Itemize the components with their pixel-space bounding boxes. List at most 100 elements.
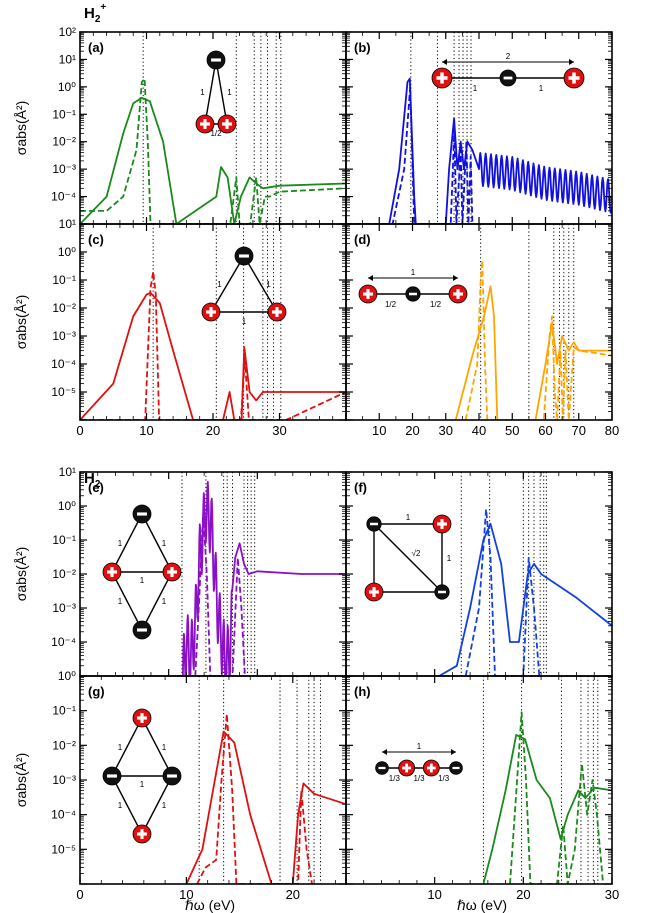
series-dashed-d (464, 259, 612, 420)
series-dashed-g (196, 713, 313, 884)
panel-frame-f (345, 471, 613, 677)
edge-label: 1 (118, 597, 123, 606)
series-dashed-f (464, 508, 541, 676)
edge-label: 1 (162, 597, 167, 606)
edge-label: 1 (162, 743, 167, 752)
panel-label: (b) (354, 40, 371, 55)
edge-label: 1 (118, 539, 123, 548)
edge-label: 1 (162, 801, 167, 810)
xlabel-left: ℏω (eV) (185, 897, 235, 913)
x-tick-label: 60 (538, 423, 552, 438)
panel-label: (d) (354, 232, 371, 247)
bond-line (204, 59, 217, 125)
edge-label: 1 (140, 576, 145, 585)
y-tick-label: 10⁰ (58, 669, 76, 683)
edge-label: 1/2 (210, 129, 222, 138)
y-tick-label: 10² (59, 25, 76, 39)
x-tick-label: 30 (272, 423, 286, 438)
edge-label: 1 (411, 268, 416, 277)
edge-label: 1 (200, 88, 205, 97)
x-tick-label: 80 (605, 423, 619, 438)
edge-label: 1 (140, 780, 145, 789)
bond-line (141, 775, 173, 835)
edge-label: 1/3 (413, 774, 425, 783)
panel-h: 10 20 30 (h) 1 1/3 1/3 1/3 (345, 675, 619, 902)
bond-line (210, 255, 245, 313)
panel-label: (a) (88, 40, 104, 55)
edge-label: 1/2 (430, 300, 442, 309)
panel-b: (b) 2 1 1 (345, 31, 613, 225)
x-tick-label: 10 (179, 887, 193, 902)
y-tick-label: 10¹ (59, 217, 76, 231)
section-label-h2plus: H2+ (84, 2, 106, 25)
series-dashed-h (509, 711, 604, 884)
series-dashed-c (80, 270, 346, 420)
edge-label: 1/3 (438, 774, 450, 783)
y-axis-label: σabs(Å²) (13, 547, 29, 602)
x-tick-label: 0 (76, 423, 83, 438)
x-tick-label: 20 (206, 423, 220, 438)
bond-line (111, 717, 143, 777)
panel-label: (h) (354, 684, 371, 699)
y-tick-label: 10⁻⁴ (51, 190, 76, 204)
x-tick-label: 10 (427, 887, 441, 902)
edge-label: 1 (406, 513, 411, 522)
xlabel-right: ℏω (eV) (457, 897, 507, 913)
y-tick-label: 10¹ (59, 465, 76, 479)
y-tick-label: 10⁻⁴ (51, 635, 76, 649)
series-solid-e (177, 480, 346, 676)
y-tick-label: 10⁻⁵ (51, 842, 76, 856)
y-tick-label: 10⁻² (52, 135, 76, 149)
panel-f: (f) 1 1 √2 (345, 471, 613, 677)
y-tick-label: 10⁻² (52, 301, 76, 315)
edge-label: 1/3 (389, 774, 401, 783)
y-tick-label: 10⁰ (58, 499, 76, 513)
bond-line (141, 513, 173, 573)
y-tick-label: 10⁻³ (52, 329, 76, 343)
series-solid-g (185, 730, 346, 884)
x-tick-label: 20 (286, 887, 300, 902)
y-tick-label: 10⁻⁴ (51, 357, 76, 371)
series-solid-c (80, 291, 346, 420)
y-tick-label: 10⁻³ (52, 773, 76, 787)
x-tick-label: 20 (516, 887, 530, 902)
panel-frame-c (79, 223, 347, 421)
panel-a: 10² 10¹ 10⁰ 10⁻¹ 10⁻² 10⁻³ 10⁻⁴ σabs(Å²) (a) 1 1 1/… (13, 25, 347, 225)
x-tick-label: 10 (372, 423, 386, 438)
series-dashed-b (346, 86, 474, 224)
x-tick-label: 0 (76, 887, 83, 902)
bond-line (243, 255, 278, 313)
bond-line (111, 571, 143, 631)
x-tick-label: 40 (472, 423, 486, 438)
y-tick-label: 10⁻¹ (52, 533, 76, 547)
series-solid-d (454, 285, 612, 420)
y-tick-label: 10⁰ (58, 80, 76, 94)
bond-line (141, 571, 173, 631)
y-axis-label: σabs(Å²) (13, 753, 29, 808)
series-dashed-a (80, 77, 346, 224)
edge-label: √2 (412, 549, 421, 558)
x-tick-label: 30 (605, 887, 619, 902)
edge-label: 2 (506, 52, 511, 61)
y-axis-label: σabs(Å²) (13, 101, 29, 156)
panel-label: (e) (88, 480, 104, 495)
panel-d: 10 20 30 40 50 60 70 80 (d) 1 1/2 1/2 (345, 223, 619, 438)
y-tick-label: 10⁻³ (52, 601, 76, 615)
series-dashed-e (194, 512, 246, 676)
x-tick-label: 50 (505, 423, 519, 438)
edge-label: 1 (473, 84, 478, 93)
bond-line (373, 523, 443, 593)
edge-label: 1 (118, 801, 123, 810)
y-tick-label: 10¹ (59, 52, 76, 66)
series-solid-h (482, 734, 612, 884)
edge-label: 1 (447, 554, 452, 563)
edge-label: 1/2 (385, 300, 397, 309)
x-tick-label: 10 (139, 423, 153, 438)
y-tick-label: 10⁻⁴ (51, 808, 76, 822)
edge-label: 1 (118, 743, 123, 752)
panel-g: 10⁰ 10⁻¹ 10⁻² 10⁻³ 10⁻⁴ 10⁻⁵ σabs(Å²) 0 10 20 (g) 1… (13, 669, 347, 902)
panel-label: (c) (88, 232, 104, 247)
panel-frame-h (345, 675, 613, 885)
y-tick-label: 10⁻¹ (52, 273, 76, 287)
